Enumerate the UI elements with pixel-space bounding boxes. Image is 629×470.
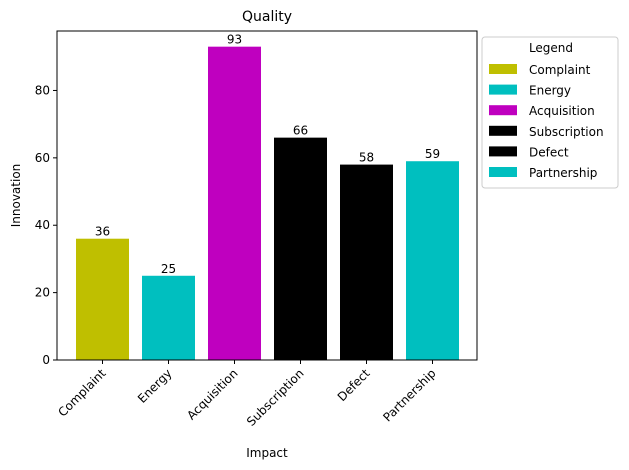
x-tick-label-acquisition: Acquisition — [184, 366, 240, 422]
data-labels: 36 25 93 66 58 59 — [95, 33, 440, 276]
legend-entry-partnership: Partnership — [529, 166, 597, 180]
y-tick-label-60: 60 — [35, 151, 50, 165]
y-tick-label-40: 40 — [35, 218, 50, 232]
data-label-partnership: 59 — [425, 147, 440, 161]
data-label-acquisition: 93 — [227, 33, 242, 47]
x-tick-label-defect: Defect — [335, 366, 373, 404]
x-tick-label-subscription: Subscription — [244, 366, 307, 429]
bar-energy — [142, 275, 195, 360]
legend-entries: Complaint Energy Acquisition Subscription De… — [489, 63, 604, 180]
x-tick-label-energy: Energy — [135, 366, 175, 406]
y-tick-label-0: 0 — [42, 353, 50, 367]
legend-swatch-complaint — [489, 64, 517, 74]
x-axis-label: Impact — [246, 446, 288, 460]
bar-acquisition — [208, 46, 261, 361]
x-axis-ticks: Complaint Energy Acquisition Subscription De… — [55, 360, 439, 429]
legend-swatch-defect — [489, 146, 517, 157]
x-tick-label-partnership: Partnership — [380, 366, 438, 424]
plot-frame — [56, 30, 478, 361]
chart-title: Quality — [242, 9, 292, 25]
legend-swatch-acquisition — [489, 105, 517, 116]
bar-subscription — [274, 137, 327, 360]
data-label-energy: 25 — [161, 262, 176, 276]
y-axis-ticks: 0 20 40 60 80 — [35, 83, 57, 367]
x-tick-label-complaint: Complaint — [55, 366, 108, 419]
bar-defect — [340, 164, 393, 360]
data-label-defect: 58 — [359, 151, 374, 165]
data-label-complaint: 36 — [95, 225, 110, 239]
bars — [76, 46, 459, 361]
data-label-subscription: 66 — [293, 124, 308, 138]
bar-partnership — [406, 161, 459, 360]
legend-swatch-subscription — [489, 125, 517, 136]
legend-title: Legend — [529, 41, 573, 55]
legend-entry-complaint: Complaint — [529, 63, 591, 77]
legend-swatch-partnership — [489, 167, 517, 177]
y-tick-label-20: 20 — [35, 286, 50, 300]
legend-entry-defect: Defect — [529, 145, 569, 159]
bar-complaint — [76, 238, 129, 360]
legend-entry-acquisition: Acquisition — [529, 104, 595, 118]
legend-swatch-energy — [489, 84, 517, 95]
y-tick-label-80: 80 — [35, 83, 50, 97]
legend-entry-energy: Energy — [529, 84, 571, 98]
legend: Legend Complaint Energy Acquisition Subscri… — [481, 36, 619, 189]
legend-entry-subscription: Subscription — [529, 125, 604, 139]
y-axis-label: Innovation — [9, 164, 23, 228]
